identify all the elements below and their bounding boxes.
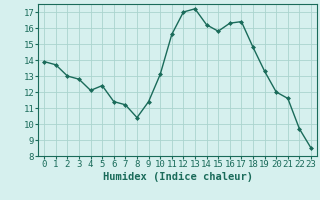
X-axis label: Humidex (Indice chaleur): Humidex (Indice chaleur) [103,172,252,182]
